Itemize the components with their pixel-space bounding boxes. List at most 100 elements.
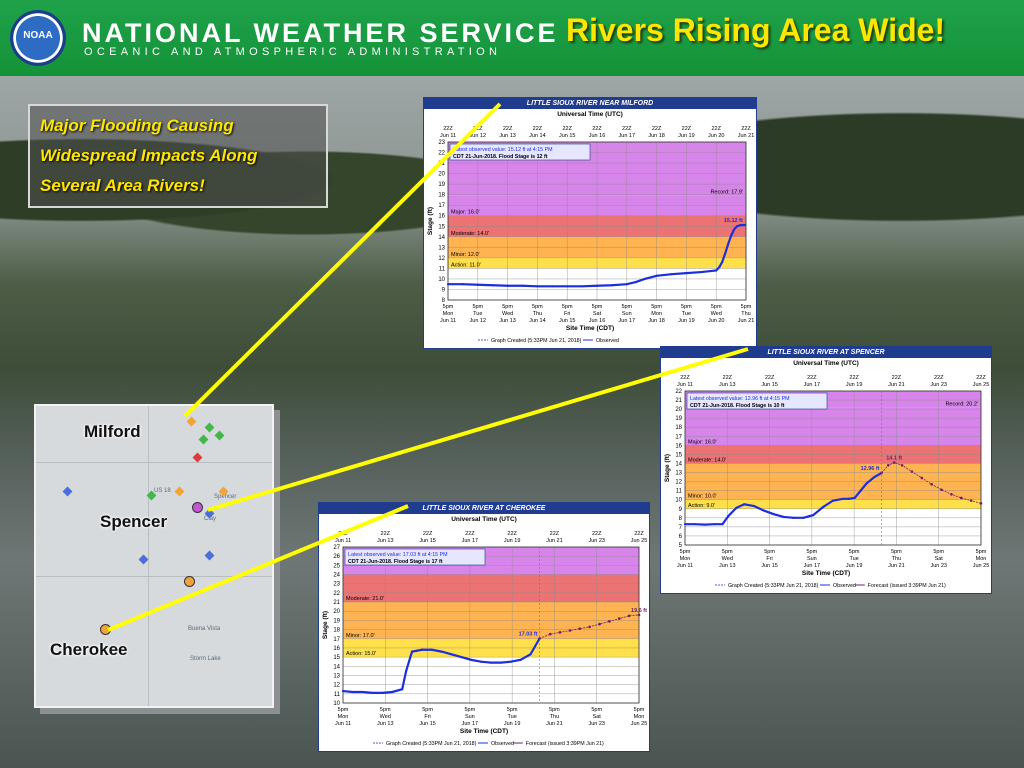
gauge-marker[interactable] bbox=[184, 576, 195, 587]
info-line: Latest observed value: 12.96 ft at 4:15 … bbox=[690, 396, 790, 402]
x-tick-label: Thu bbox=[741, 311, 750, 317]
stage-label: Moderate: 14.0' bbox=[688, 457, 726, 463]
top-tick-label: 22Z bbox=[976, 375, 986, 381]
peak-label: 14.1 ft bbox=[886, 456, 902, 462]
y-axis-title: Stage (ft) bbox=[664, 454, 671, 482]
legend-entry: Graph Created (5:33PM Jun 21, 2018) bbox=[728, 583, 819, 589]
top-tick-label: 22Z bbox=[533, 126, 543, 132]
observed-point bbox=[847, 497, 850, 500]
y-tick-label: 8 bbox=[679, 516, 683, 522]
legend-entry: Forecast (issued 3:39PM Jun 21) bbox=[868, 583, 946, 589]
y-tick-label: 11 bbox=[439, 266, 446, 272]
legend-entry: Observed bbox=[491, 741, 514, 747]
observed-point bbox=[489, 661, 493, 664]
x-tick-label: Sat bbox=[593, 311, 602, 317]
plot-frame bbox=[684, 390, 982, 546]
observed-point bbox=[401, 688, 404, 691]
x-tick-label: Jun 19 bbox=[504, 721, 521, 727]
place-label: Clay bbox=[204, 516, 217, 522]
x-tick-label: 5pm bbox=[591, 707, 602, 713]
top-tick-label: Jun 25 bbox=[631, 538, 648, 544]
y-tick-label: 13 bbox=[333, 673, 340, 679]
forecast-point bbox=[627, 614, 631, 618]
x-tick-label: Thu bbox=[892, 556, 901, 562]
x-tick-label: Jun 12 bbox=[470, 318, 487, 324]
callout-line-2: Widespread Impacts Along bbox=[40, 146, 258, 165]
forecast-point bbox=[959, 496, 963, 500]
minor-band bbox=[685, 499, 981, 509]
y-tick-label: 19 bbox=[675, 416, 682, 422]
top-tick-label: 22Z bbox=[550, 531, 560, 537]
top-tick-label: Jun 13 bbox=[377, 538, 394, 544]
y-tick-label: 15 bbox=[333, 655, 340, 661]
observed-point bbox=[743, 223, 746, 227]
observed-point bbox=[581, 285, 584, 288]
x-tick-label: Tue bbox=[682, 311, 691, 317]
header-banner: NOAA NATIONAL WEATHER SERVICE OCEANIC AN… bbox=[0, 0, 1024, 76]
place-label: Storm Lake bbox=[190, 656, 221, 662]
county-line bbox=[36, 576, 272, 577]
y-tick-label: 10 bbox=[675, 498, 682, 504]
observed-point bbox=[430, 648, 433, 651]
top-tick-label: Jun 17 bbox=[462, 538, 479, 544]
observed-point bbox=[420, 648, 424, 651]
observed-point bbox=[735, 225, 739, 228]
top-tick-label: 22Z bbox=[465, 531, 475, 537]
y-tick-label: 16 bbox=[675, 443, 682, 449]
y-tick-label: 5 bbox=[679, 543, 683, 549]
observed-point bbox=[405, 669, 408, 672]
top-tick-label: Jun 15 bbox=[419, 538, 436, 544]
observed-point bbox=[703, 523, 706, 526]
y-tick-label: 10 bbox=[438, 277, 445, 283]
forecast-point bbox=[910, 470, 914, 473]
observed-point bbox=[873, 475, 876, 479]
x-tick-label: Mon bbox=[443, 311, 454, 317]
observed-point bbox=[440, 650, 443, 653]
observed-point bbox=[634, 280, 637, 284]
top-tick-label: Jun 15 bbox=[559, 133, 576, 139]
observed-point bbox=[735, 506, 738, 509]
observed-point bbox=[499, 661, 502, 664]
x-tick-label: Jun 15 bbox=[419, 721, 436, 727]
x-tick-label: Jun 21 bbox=[546, 721, 563, 727]
top-tick-label: Jun 11 bbox=[335, 538, 351, 544]
info-line: CDT 21-Jun-2018. Flood Stage is 17 ft bbox=[348, 559, 443, 565]
headline: Rivers Rising Area Wide! bbox=[566, 12, 946, 48]
top-tick-label: 22Z bbox=[741, 126, 751, 132]
x-tick-label: 5pm bbox=[741, 304, 752, 310]
x-tick-label: Jun 19 bbox=[846, 563, 863, 569]
x-tick-label: 5pm bbox=[891, 549, 902, 555]
forecast-point bbox=[892, 461, 896, 464]
x-tick-label: 5pm bbox=[562, 304, 573, 310]
observed-point bbox=[480, 660, 483, 663]
top-tick-label: Jun 17 bbox=[619, 133, 636, 139]
y-tick-label: 14 bbox=[675, 461, 682, 467]
y-tick-label: 10 bbox=[333, 701, 340, 707]
observed-point bbox=[351, 690, 354, 694]
forecast-point bbox=[950, 492, 953, 496]
peak-label: 19.6 ft bbox=[631, 608, 647, 614]
x-tick-label: Fri bbox=[766, 556, 772, 562]
y-tick-label: 12 bbox=[438, 256, 445, 262]
y-tick-label: 21 bbox=[333, 600, 340, 606]
y-tick-label: 16 bbox=[333, 646, 340, 652]
stage-label: Action: 15.0' bbox=[346, 651, 376, 657]
top-tick-label: 22Z bbox=[592, 531, 602, 537]
chart-title: LITTLE SIOUX RIVER AT SPENCER bbox=[661, 347, 991, 358]
x-axis-title: Site Time (CDT) bbox=[566, 325, 614, 332]
observed-point bbox=[802, 516, 805, 519]
gauge-marker-spencer[interactable] bbox=[192, 502, 203, 513]
org-subtitle: OCEANIC AND ATMOSPHERIC ADMINISTRATION bbox=[84, 46, 502, 58]
x-tick-label: Mon bbox=[634, 714, 645, 720]
info-box bbox=[686, 392, 828, 410]
top-tick-label: Jun 23 bbox=[588, 538, 605, 544]
x-tick-label: 5pm bbox=[502, 304, 513, 310]
x-tick-label: Jun 13 bbox=[719, 563, 736, 569]
x-tick-label: 5pm bbox=[764, 549, 775, 555]
x-tick-label: Mon bbox=[680, 556, 691, 562]
forecast-point bbox=[886, 463, 890, 467]
cherokee-hydrograph: LITTLE SIOUX RIVER AT CHEROKEE 10 11 12 13 1… bbox=[318, 502, 650, 752]
observed-point bbox=[410, 650, 414, 653]
observed-series-line bbox=[685, 471, 883, 526]
x-tick-label: 5pm bbox=[681, 304, 692, 310]
